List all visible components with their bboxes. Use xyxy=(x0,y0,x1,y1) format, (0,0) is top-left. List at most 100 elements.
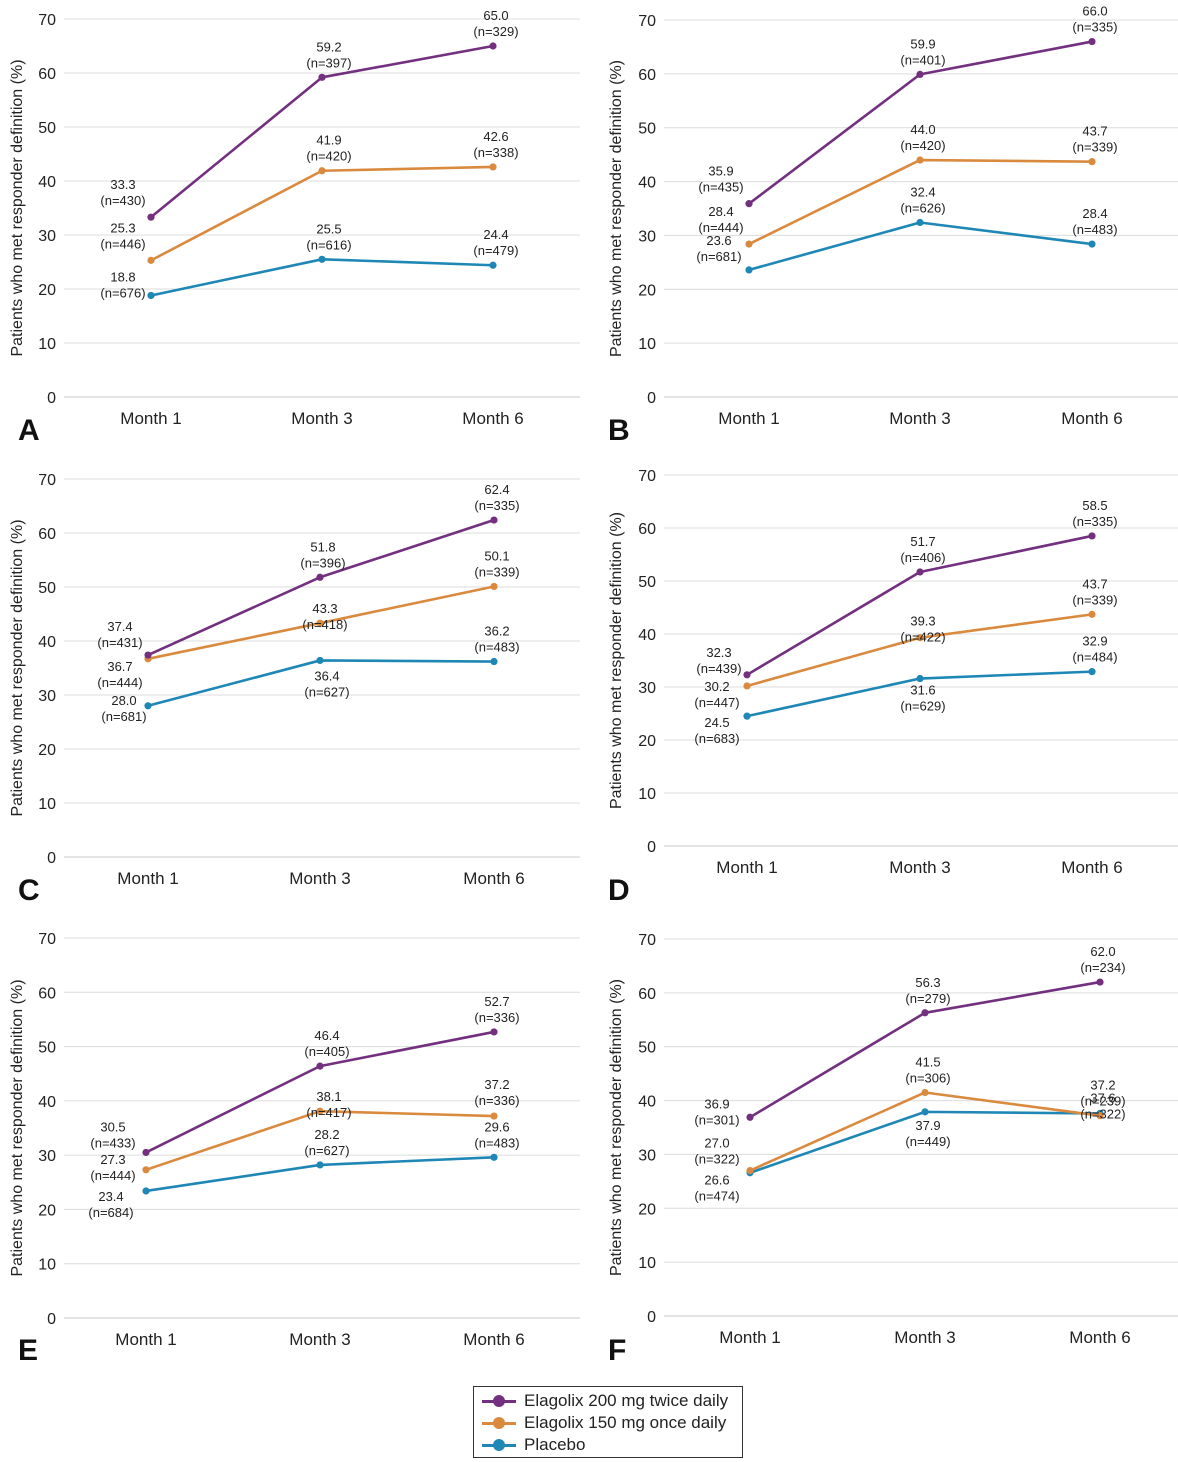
series-line-placebo xyxy=(748,221,1093,272)
data-label-value: 39.3 xyxy=(910,614,935,629)
x-tick-label: Month 1 xyxy=(719,1328,780,1347)
y-tick-label: 70 xyxy=(638,468,656,485)
data-point-elagolix-150 xyxy=(1088,610,1096,618)
legend-label: Placebo xyxy=(524,1435,586,1454)
data-label-value: 62.4 xyxy=(484,482,509,497)
data-label-n: (n=338) xyxy=(473,145,518,160)
y-tick-label: 0 xyxy=(647,1309,656,1326)
data-label-n: (n=484) xyxy=(1072,650,1117,665)
y-axis-label: Patients who met responder definition (%… xyxy=(9,519,26,816)
data-label-n: (n=444) xyxy=(90,1168,135,1183)
data-point-elagolix-150 xyxy=(316,1107,324,1115)
data-label-value: 59.2 xyxy=(316,39,341,54)
data-label-n: (n=676) xyxy=(100,285,145,300)
y-tick-label: 70 xyxy=(38,472,56,489)
data-label-n: (n=479) xyxy=(473,243,518,258)
data-point-placebo xyxy=(318,255,326,263)
data-label-value: 25.5 xyxy=(316,221,341,236)
data-point-placebo xyxy=(147,291,155,300)
y-tick-label: 10 xyxy=(38,796,56,813)
y-axis-label: Patients who met responder definition (%… xyxy=(9,59,26,356)
data-label-value: 59.9 xyxy=(910,36,935,51)
y-tick-label: 70 xyxy=(38,12,56,29)
x-tick-label: Month 3 xyxy=(289,869,350,888)
data-label-value: 36.7 xyxy=(107,659,132,674)
y-tick-label: 20 xyxy=(38,1202,56,1219)
y-axis-label: Patients who met responder definition (%… xyxy=(608,979,625,1276)
data-label-value: 43.7 xyxy=(1082,124,1107,139)
data-point-elagolix-150 xyxy=(1088,158,1096,166)
y-tick-label: 0 xyxy=(47,1311,56,1328)
data-label-n: (n=483) xyxy=(474,640,519,655)
y-tick-label: 60 xyxy=(638,67,656,84)
chart-panel-b: 0 10 20 30 40 50 60 70 Patients who met responde… xyxy=(608,4,1178,447)
chart-panel-d: 0 10 20 30 40 50 60 70 Patients who met responde… xyxy=(608,468,1178,907)
data-label-value: 32.3 xyxy=(706,645,731,660)
data-label-n: (n=483) xyxy=(1072,222,1117,237)
panel-letter: F xyxy=(608,1334,626,1367)
data-label-n: (n=406) xyxy=(900,550,945,565)
data-label-value: 23.6 xyxy=(706,233,731,248)
data-label-value: 65.0 xyxy=(483,8,508,23)
data-label-value: 51.7 xyxy=(910,534,935,549)
data-label-value: 66.0 xyxy=(1082,4,1107,19)
y-tick-label: 30 xyxy=(638,228,656,245)
y-tick-label: 50 xyxy=(638,1040,656,1057)
y-tick-label: 60 xyxy=(38,985,56,1002)
data-label-n: (n=397) xyxy=(306,55,351,70)
data-point-elagolix-200 xyxy=(318,73,326,81)
data-label-n: (n=483) xyxy=(474,1135,519,1150)
x-tick-label: Month 6 xyxy=(1069,1328,1130,1347)
data-label-n: (n=329) xyxy=(473,24,518,39)
data-point-placebo xyxy=(316,656,324,665)
data-label-n: (n=417) xyxy=(306,1105,351,1120)
y-tick-label: 0 xyxy=(47,390,56,407)
data-label-value: 32.9 xyxy=(1082,634,1107,649)
panel-letter: D xyxy=(608,874,630,907)
y-tick-label: 0 xyxy=(647,839,656,856)
data-label-value: 52.7 xyxy=(484,994,509,1009)
data-label-value: 25.3 xyxy=(110,220,135,235)
data-label-n: (n=627) xyxy=(304,1143,349,1158)
x-tick-label: Month 6 xyxy=(463,869,524,888)
data-point-elagolix-200 xyxy=(490,516,498,524)
series-line-placebo xyxy=(150,257,494,297)
x-tick-label: Month 1 xyxy=(716,858,777,877)
y-tick-label: 70 xyxy=(38,931,56,948)
data-point-elagolix-200 xyxy=(316,573,324,581)
data-point-placebo xyxy=(1088,668,1096,676)
x-tick-label: Month 3 xyxy=(291,409,352,428)
data-point-placebo xyxy=(745,266,753,274)
data-label-n: (n=322) xyxy=(694,1152,739,1167)
data-label-n: (n=626) xyxy=(900,201,945,216)
data-label-n: (n=435) xyxy=(698,180,743,195)
data-label-value: 62.0 xyxy=(1090,944,1115,959)
data-point-placebo xyxy=(916,218,924,227)
y-tick-label: 0 xyxy=(47,850,56,867)
data-point-elagolix-150 xyxy=(921,1088,929,1097)
data-point-elagolix-200 xyxy=(916,568,924,576)
y-tick-label: 60 xyxy=(38,526,56,543)
y-tick-label: 20 xyxy=(638,733,656,750)
data-label-value: 36.2 xyxy=(484,624,509,639)
data-point-elagolix-200 xyxy=(490,1028,498,1036)
data-label-n: (n=279) xyxy=(905,991,950,1006)
data-label-n: (n=430) xyxy=(100,193,145,208)
x-tick-label: Month 6 xyxy=(1061,858,1122,877)
data-label-value: 43.7 xyxy=(1082,576,1107,591)
data-label-n: (n=433) xyxy=(90,1135,135,1150)
y-tick-label: 20 xyxy=(638,1201,656,1218)
data-label-value: 50.1 xyxy=(484,548,509,563)
y-axis-label: Patients who met responder definition (%… xyxy=(608,60,625,357)
y-tick-label: 10 xyxy=(638,786,656,803)
y-tick-label: 40 xyxy=(638,627,656,644)
legend-swatch-elagolix-200 xyxy=(480,1390,518,1412)
data-label-value: 33.3 xyxy=(110,177,135,192)
data-label-n: (n=422) xyxy=(900,630,945,645)
legend-item-elagolix-150: Elagolix 150 mg once daily xyxy=(480,1412,736,1434)
y-tick-label: 50 xyxy=(38,120,56,137)
data-label-n: (n=339) xyxy=(474,564,519,579)
data-label-value: 37.2 xyxy=(484,1077,509,1092)
y-tick-label: 30 xyxy=(38,1148,56,1165)
x-tick-label: Month 3 xyxy=(889,409,950,428)
